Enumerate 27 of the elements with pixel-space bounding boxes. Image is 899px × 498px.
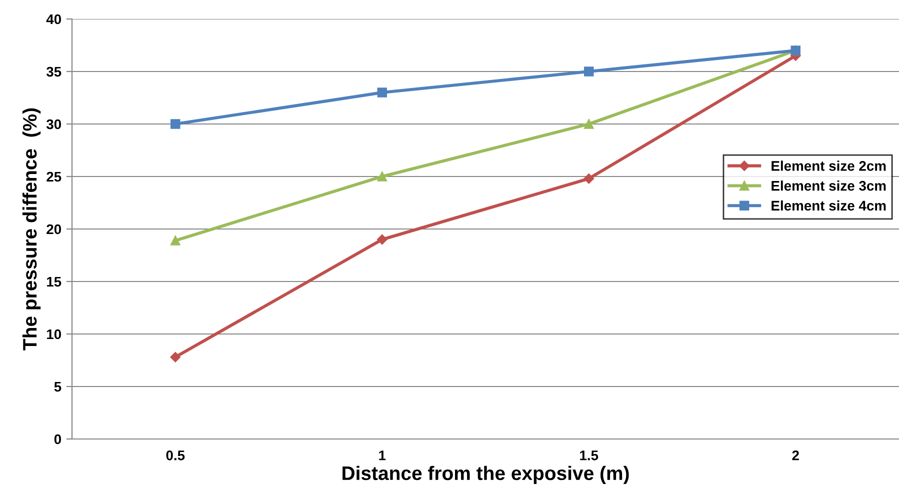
point bbox=[584, 119, 594, 129]
x-tick-label: 2 bbox=[792, 450, 799, 460]
point bbox=[170, 352, 180, 362]
y-axis-title: The pressure diffence (%) bbox=[22, 108, 41, 350]
y-tick-label: 10 bbox=[47, 329, 62, 340]
point bbox=[170, 119, 180, 129]
x-tick-label: 1 bbox=[379, 450, 386, 460]
legend-label: Element size 4cm bbox=[772, 200, 886, 211]
y-tick-label: 30 bbox=[46, 119, 62, 130]
point bbox=[377, 172, 387, 182]
point bbox=[584, 66, 594, 76]
y-tick-label: 15 bbox=[47, 276, 62, 287]
point bbox=[377, 234, 388, 245]
point bbox=[170, 236, 180, 246]
legend-label: Element size 2cm bbox=[772, 160, 886, 171]
y-tick-label: 20 bbox=[46, 224, 62, 234]
point bbox=[377, 88, 387, 98]
x-axis-title: Distance from the exposive (m) bbox=[342, 466, 629, 484]
y-tick-label: 0 bbox=[54, 434, 62, 444]
y-tick-label: 25 bbox=[46, 172, 62, 182]
x-tick-label: 1.5 bbox=[580, 450, 598, 460]
y-tick-label: 5 bbox=[54, 382, 62, 392]
legend-label: Element size 3cm bbox=[772, 180, 886, 191]
point bbox=[584, 173, 594, 184]
x-tick-label: 0.5 bbox=[166, 450, 185, 460]
y-tick-label: 35 bbox=[46, 66, 62, 77]
y-tick-label: 40 bbox=[46, 14, 62, 24]
